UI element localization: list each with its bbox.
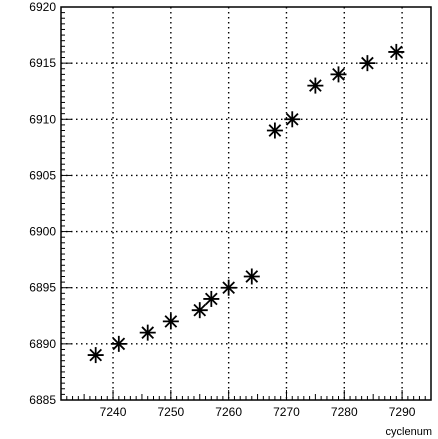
data-point-marker bbox=[388, 43, 405, 60]
data-point-marker bbox=[243, 268, 260, 285]
x-tick-label: 7240 bbox=[100, 405, 127, 419]
x-tick-label: 7260 bbox=[215, 405, 242, 419]
x-tick-label: 7290 bbox=[389, 405, 416, 419]
y-tick-label: 6895 bbox=[29, 281, 56, 295]
y-tick-label: 6905 bbox=[29, 168, 56, 182]
data-points bbox=[87, 43, 405, 364]
x-tick-label: 7250 bbox=[157, 405, 184, 419]
y-tick-label: 6915 bbox=[29, 56, 56, 70]
data-point-marker bbox=[110, 335, 127, 352]
y-tick-labels: 6885 6890 6895 6900 6905 6910 6915 6920 bbox=[29, 0, 56, 407]
data-point-marker bbox=[139, 324, 156, 341]
axis-ticks bbox=[60, 6, 432, 401]
x-tick-labels: 7240 7250 7260 7270 7280 7290 bbox=[100, 405, 416, 419]
data-point-marker bbox=[162, 313, 179, 330]
data-point-marker bbox=[203, 290, 220, 307]
data-point-marker bbox=[220, 279, 237, 296]
data-point-marker bbox=[266, 122, 283, 139]
data-point-marker bbox=[359, 55, 376, 72]
y-tick-label: 6900 bbox=[29, 225, 56, 239]
data-point-marker bbox=[307, 77, 324, 94]
y-tick-label: 6890 bbox=[29, 337, 56, 351]
data-point-marker bbox=[284, 111, 301, 128]
x-axis-title: cyclenum bbox=[386, 426, 432, 438]
y-tick-label: 6920 bbox=[29, 0, 56, 14]
grid-lines bbox=[61, 7, 431, 400]
data-point-marker bbox=[330, 66, 347, 83]
y-tick-label: 6910 bbox=[29, 112, 56, 126]
x-tick-label: 7280 bbox=[331, 405, 358, 419]
x-tick-label: 7270 bbox=[273, 405, 300, 419]
data-point-marker bbox=[87, 347, 104, 364]
y-tick-label: 6885 bbox=[29, 393, 56, 407]
data-point-marker bbox=[191, 302, 208, 319]
